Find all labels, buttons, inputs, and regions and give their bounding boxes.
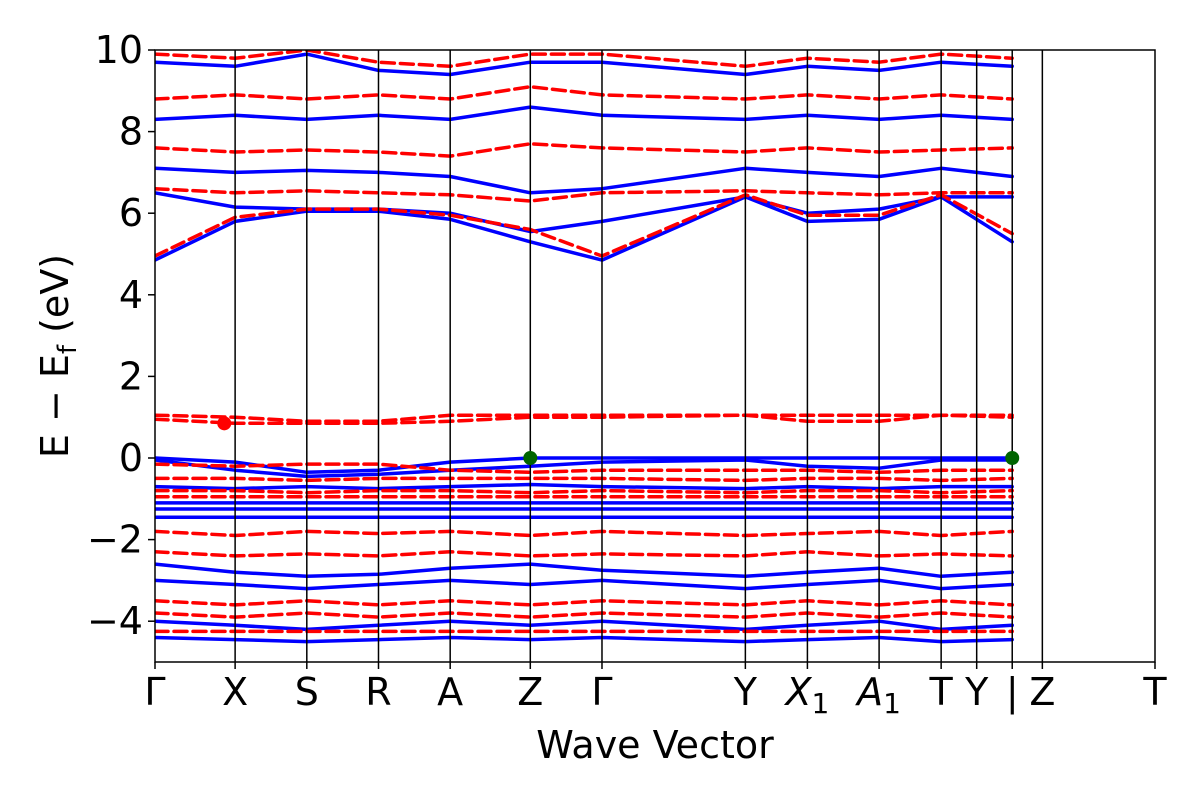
y-tick-label-4: 4 <box>119 273 143 317</box>
x-tick-label-12: | <box>1006 670 1019 715</box>
x-tick-label-4: A <box>437 670 463 714</box>
dashed-band-13 <box>155 144 1155 156</box>
dashed-band-10 <box>155 613 1155 617</box>
dashed-band-2 <box>155 415 1155 423</box>
x-tick-label-6: Γ <box>591 670 612 714</box>
dashed-band-12 <box>155 189 1155 201</box>
kpoint-lines <box>234 50 1044 662</box>
x-tick-label-1: X <box>222 670 248 714</box>
x-tick-label-14: T <box>1142 670 1167 714</box>
x-tick-label-3: R <box>365 670 391 714</box>
solid-band-11 <box>155 638 1155 642</box>
dashed-band-5 <box>155 491 1155 493</box>
x-axis-ticks: Γ X S R A Z Γ Y X1 A1 T Y | Z T <box>144 662 1167 720</box>
solid-band-9 <box>155 580 1155 588</box>
y-tick-label-6: 8 <box>119 110 143 154</box>
solid-band-4 <box>155 485 1155 489</box>
band-edge-marker-1 <box>523 451 538 465</box>
solid-band-3 <box>155 460 1155 476</box>
dashed-band-9 <box>155 601 1155 605</box>
dashed-band-0 <box>155 193 1155 256</box>
dashed-band-7 <box>155 531 1155 537</box>
y-axis-title-main: E − E <box>33 354 77 458</box>
band-edge-marker-0 <box>217 416 232 431</box>
bands-layer <box>155 50 1155 642</box>
plot-frame <box>154 49 1156 663</box>
solid-band-10 <box>155 621 1155 629</box>
dashed-band-14 <box>155 87 1155 99</box>
y-axis-title-tail: (eV) <box>33 254 77 345</box>
x-tick-label-7: Y <box>733 670 758 714</box>
x-axis-title: Wave Vector <box>536 723 774 767</box>
y-tick-label-2: 0 <box>119 436 143 480</box>
y-tick-label-1: −2 <box>87 518 143 562</box>
y-axis-title: E − Ef (eV) <box>33 254 83 458</box>
x-tick-label-2: S <box>295 670 319 714</box>
solid-band-8 <box>155 564 1155 576</box>
dashed-band-15 <box>155 50 1155 66</box>
solid-band-13 <box>155 107 1155 119</box>
y-axis-title-sub: f <box>53 344 83 354</box>
band-edge-marker-2 <box>1005 451 1020 465</box>
x-tick-label-13: Z <box>1029 670 1055 714</box>
y-tick-label-5: 6 <box>119 191 143 235</box>
dashed-band-4 <box>155 478 1155 480</box>
y-tick-label-7: 10 <box>95 28 143 72</box>
x-tick-label-8: X1 <box>783 670 829 720</box>
x-tick-label-9: A1 <box>854 670 901 720</box>
x-tick-label-10: T <box>929 670 954 714</box>
x-tick-label-11: Y <box>964 670 989 714</box>
solid-band-12 <box>155 168 1155 193</box>
band-edge-markers <box>217 416 1020 465</box>
x-tick-label-0: Γ <box>144 670 165 714</box>
y-axis-ticks: −4 −2 0 2 4 6 8 10 <box>87 28 155 643</box>
y-tick-label-3: 2 <box>119 354 143 398</box>
x-tick-label-5: Z <box>517 670 543 714</box>
dashed-band-8 <box>155 552 1155 556</box>
y-tick-label-0: −4 <box>87 599 143 643</box>
